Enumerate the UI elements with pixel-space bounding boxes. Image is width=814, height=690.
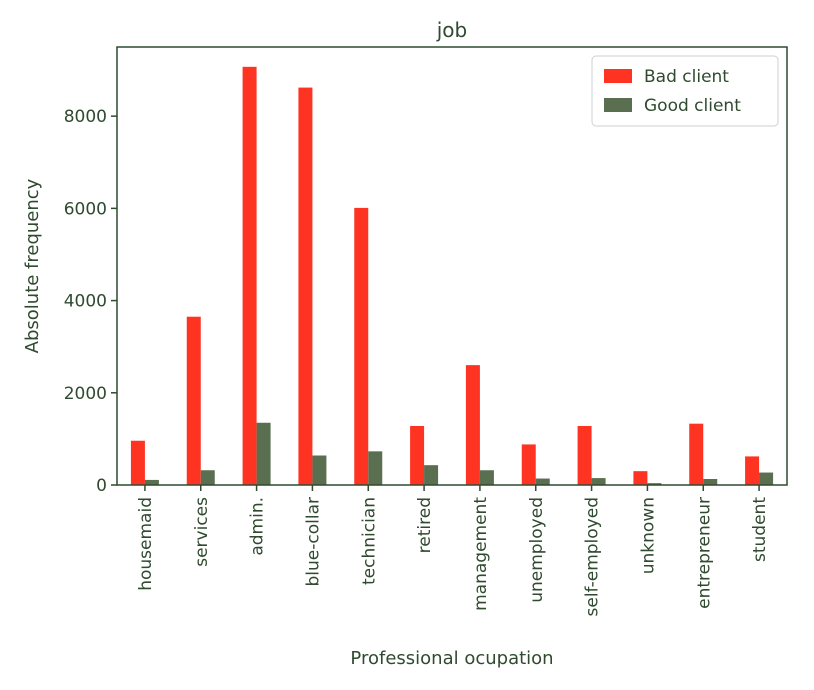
legend-swatch-good [604, 98, 632, 112]
bar-good-unknown [647, 483, 662, 485]
bar-bad-student [745, 456, 760, 485]
y-axis-ticks: 0 2000 4000 6000 8000 [64, 107, 117, 496]
x-tick-label: student [750, 497, 770, 562]
bar-bad-entrepreneur [689, 423, 704, 485]
x-tick-label: blue-collar [303, 497, 323, 586]
y-tick-label: 2000 [64, 384, 107, 404]
x-axis-ticks: housemaid services admin. blue-collar techni… [136, 485, 770, 616]
bar-good-housemaid [144, 479, 159, 485]
bars-group [130, 66, 774, 486]
legend-label-good: Good client [644, 96, 741, 116]
legend-swatch-bad [604, 69, 632, 83]
bar-good-self-employed [591, 478, 606, 485]
legend-box [591, 55, 779, 127]
x-tick-label: unknown [638, 497, 658, 574]
bar-good-services [200, 470, 215, 485]
x-tick-label: technician [359, 497, 379, 585]
bar-bad-technician [354, 207, 369, 486]
bar-good-entrepreneur [703, 479, 718, 485]
x-tick-label: services [192, 497, 212, 567]
y-tick-label: 8000 [64, 107, 107, 127]
x-tick-label: management [471, 497, 491, 611]
bar-good-technician [368, 451, 383, 485]
bar-good-admin- [256, 422, 271, 485]
x-tick-label: self-employed [583, 497, 603, 616]
x-tick-label: unemployed [527, 497, 547, 603]
x-tick-label: entrepreneur [694, 497, 714, 609]
bar-good-management [479, 470, 494, 485]
x-axis-label: Professional ocupation [350, 648, 553, 669]
chart-title: job [436, 18, 468, 42]
bar-bad-services [186, 316, 201, 485]
y-tick-label: 4000 [64, 292, 107, 312]
bar-bad-management [465, 365, 480, 485]
x-tick-label: retired [415, 497, 435, 553]
bar-good-student [759, 472, 774, 485]
legend: Bad client Good client [591, 55, 779, 127]
legend-label-bad: Bad client [644, 67, 729, 87]
bar-bad-unemployed [521, 444, 536, 485]
y-axis-label: Absolute frequency [22, 178, 43, 353]
bar-bad-self-employed [577, 425, 592, 485]
bar-bad-blue-collar [298, 87, 313, 485]
bar-good-unemployed [535, 478, 550, 485]
bar-bad-unknown [633, 471, 648, 485]
bar-good-retired [424, 465, 439, 485]
x-tick-label: housemaid [136, 497, 156, 591]
bar-good-blue-collar [312, 455, 327, 485]
x-tick-label: admin. [248, 497, 268, 556]
plot-frame [116, 46, 788, 486]
y-tick-label: 6000 [64, 199, 107, 219]
bar-bad-admin- [242, 66, 257, 486]
bar-bad-housemaid [130, 440, 145, 485]
y-tick-label: 0 [96, 476, 107, 496]
bar-bad-retired [410, 425, 425, 485]
